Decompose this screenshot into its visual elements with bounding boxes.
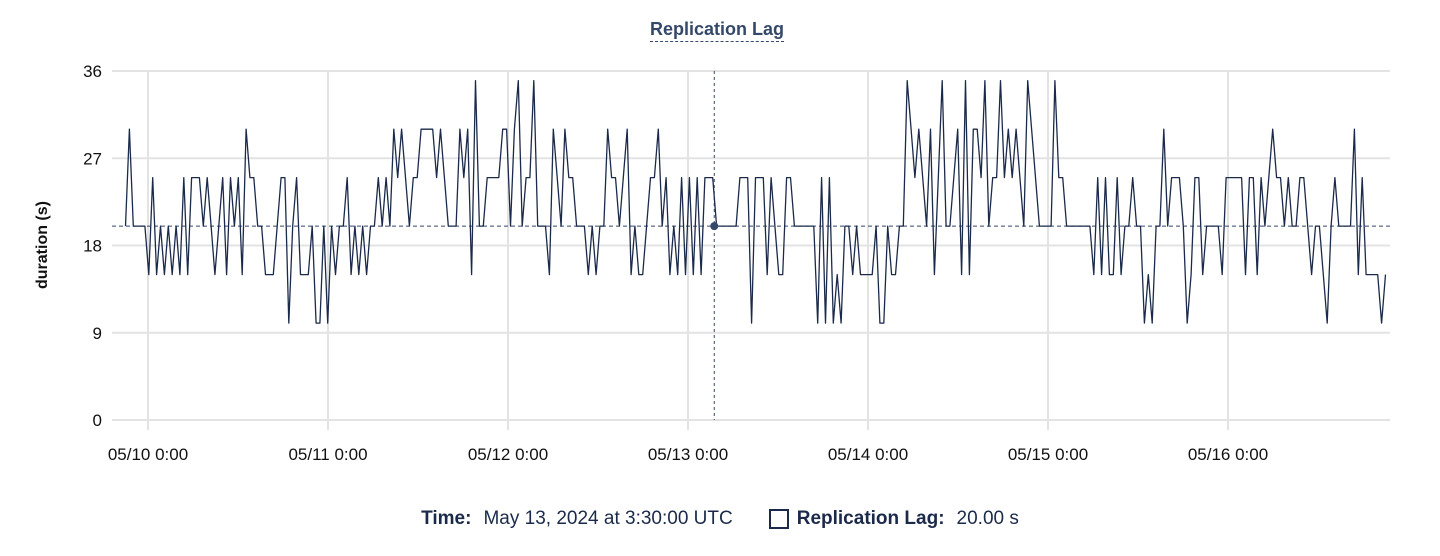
x-tick-label: 05/16 0:00 xyxy=(1188,445,1268,464)
line-chart: 0 9 18 27 36 05/10 0:00 05/11 0:00 05/12 0:00 05… xyxy=(34,62,1390,464)
x-tick-label: 05/13 0:00 xyxy=(648,445,728,464)
y-axis-label: duration (s) xyxy=(34,201,51,289)
series-toggle-checkbox[interactable] xyxy=(768,509,789,529)
y-tick-label: 27 xyxy=(83,149,102,168)
y-tick-label: 9 xyxy=(93,324,102,343)
y-tick-label: 18 xyxy=(83,237,102,256)
x-tick-label: 05/11 0:00 xyxy=(288,445,367,464)
x-tick-label: 05/14 0:00 xyxy=(828,445,908,464)
hover-legend: Time: May 13, 2024 at 3:30:00 UTC Replic… xyxy=(0,508,1440,530)
chart-title-text: Replication Lag xyxy=(649,19,784,42)
x-tick-label: 05/15 0:00 xyxy=(1008,445,1088,464)
y-tick-label: 0 xyxy=(93,411,102,430)
chart-title[interactable]: Replication Lag xyxy=(0,19,1434,42)
series-line xyxy=(124,80,1387,324)
series-label: Replication Lag: xyxy=(796,508,945,529)
series-value: 20.00 s xyxy=(956,508,1019,529)
time-value: May 13, 2024 at 3:30:00 UTC xyxy=(483,508,733,529)
hover-point-marker xyxy=(710,222,719,231)
time-label: Time: xyxy=(421,508,472,529)
y-tick-label: 36 xyxy=(83,62,102,81)
x-tick-label: 05/10 0:00 xyxy=(108,445,188,464)
x-tick-label: 05/12 0:00 xyxy=(468,445,548,464)
